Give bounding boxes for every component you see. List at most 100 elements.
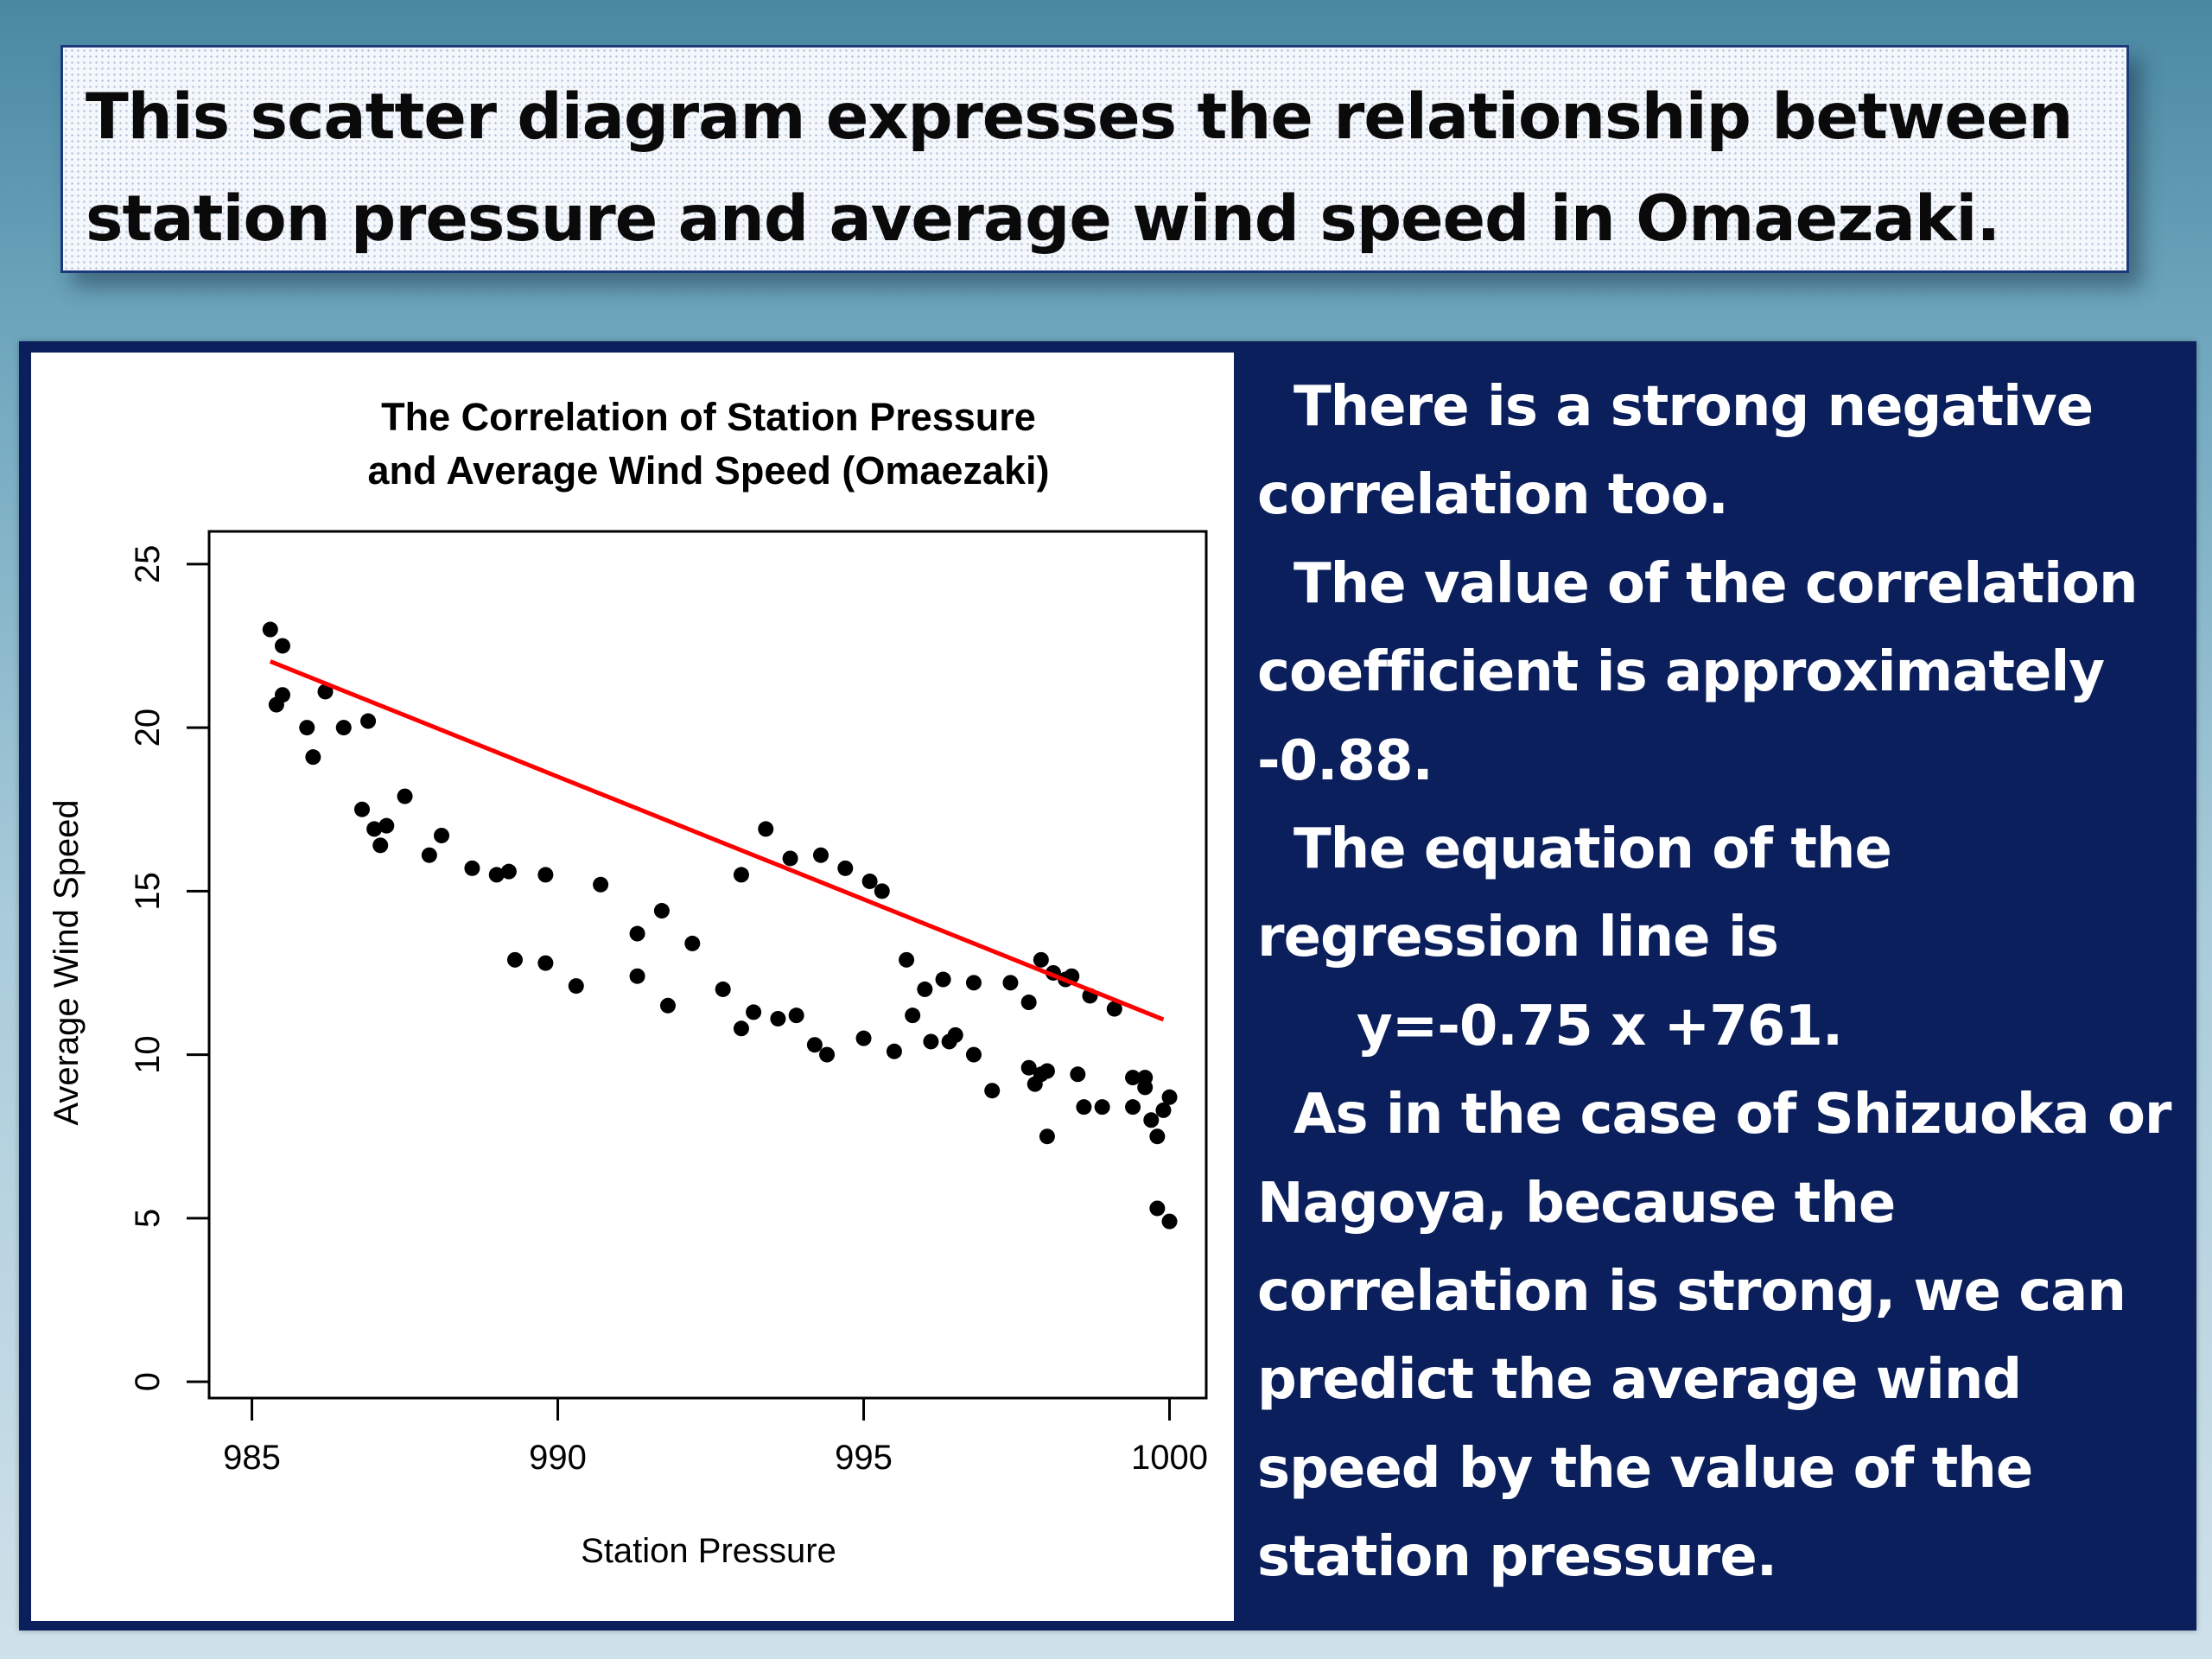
data-point-39 — [812, 847, 829, 863]
data-point-2 — [274, 638, 290, 654]
slide-title-line-1: This scatter diagram expresses the relat… — [86, 80, 2073, 154]
chart-title-line-2: and Average Wind Speed (Omaezaki) — [368, 448, 1050, 493]
x-tick-label-995: 995 — [835, 1439, 893, 1477]
data-point-42 — [855, 1030, 872, 1046]
data-point-62 — [1039, 1128, 1055, 1145]
data-point-70 — [1094, 1099, 1110, 1116]
y-axis: 0 5 10 15 20 25 — [129, 545, 209, 1391]
data-point-11 — [366, 821, 383, 837]
description-paragraph-1: There is a strong negative correlation t… — [1257, 375, 2094, 528]
data-point-79 — [1155, 1102, 1172, 1118]
data-point-71 — [1106, 1001, 1122, 1017]
data-point-26 — [629, 968, 645, 984]
scatter-chart: 0 5 10 15 20 25 985 990 995 1000 The Correlation… — [31, 353, 1234, 1621]
data-point-68 — [1076, 1099, 1092, 1116]
chart-title-line-1: The Correlation of Station Pressure — [381, 395, 1036, 439]
description-paragraph-4: As in the case of Shizuoka or Nagoya, be… — [1257, 1083, 2171, 1590]
data-point-80 — [1161, 1089, 1178, 1105]
y-tick-label-15: 15 — [129, 872, 167, 911]
data-point-81 — [1161, 1213, 1178, 1230]
data-point-49 — [923, 1033, 939, 1050]
data-point-67 — [1070, 1066, 1086, 1083]
regression-line-group — [269, 659, 1165, 1022]
data-point-57 — [1020, 1059, 1037, 1076]
data-point-28 — [659, 997, 676, 1014]
data-point-27 — [653, 903, 670, 919]
data-point-48 — [917, 981, 933, 997]
data-point-58 — [1020, 995, 1037, 1011]
data-point-54 — [965, 975, 982, 991]
y-tick-label-10: 10 — [129, 1035, 167, 1074]
slide-title-line-2: station pressure and average wind speed … — [86, 182, 2000, 256]
data-point-15 — [421, 847, 437, 863]
scatter-chart-svg: 0 5 10 15 20 25 985 990 995 1000 The Correlation… — [48, 395, 1208, 1570]
data-point-78 — [1149, 1200, 1166, 1217]
data-point-12 — [372, 837, 389, 854]
x-axis-label: Station Pressure — [581, 1532, 836, 1570]
data-point-72 — [1125, 1070, 1141, 1086]
data-point-16 — [434, 827, 450, 843]
data-point-20 — [506, 951, 523, 968]
data-point-56 — [1002, 975, 1019, 991]
description-text: There is a strong negative correlation t… — [1257, 363, 2186, 1602]
data-point-36 — [782, 850, 798, 867]
data-point-46 — [899, 951, 915, 968]
data-point-19 — [500, 863, 517, 880]
data-point-31 — [733, 1020, 749, 1037]
data-point-5 — [299, 720, 315, 736]
data-point-50 — [935, 971, 951, 988]
plot-border — [207, 530, 1208, 1400]
data-point-29 — [684, 935, 701, 951]
data-point-43 — [861, 873, 878, 889]
data-point-53 — [965, 1046, 982, 1063]
x-axis: 985 990 995 1000 — [223, 1398, 1208, 1477]
data-point-9 — [353, 801, 370, 817]
data-point-41 — [837, 860, 854, 876]
data-point-4 — [274, 687, 290, 703]
data-point-52 — [947, 1027, 963, 1043]
x-tick-label-990: 990 — [529, 1439, 587, 1477]
plot-frame — [207, 530, 1208, 1400]
data-point-17 — [464, 860, 480, 876]
y-tick-label-0: 0 — [129, 1372, 167, 1391]
data-point-10 — [360, 713, 377, 729]
description-paragraph-3: The equation of the regression line is — [1257, 817, 1892, 970]
data-point-45 — [886, 1043, 902, 1059]
data-point-30 — [715, 981, 731, 997]
title-box: This scatter diagram expresses the relat… — [60, 45, 2129, 273]
data-point-21 — [537, 955, 554, 971]
regression-equation: y=-0.75 x +761. — [1357, 994, 1843, 1058]
data-point-47 — [905, 1007, 921, 1024]
data-point-40 — [819, 1046, 836, 1063]
y-axis-label: Average Wind Speed — [48, 799, 86, 1125]
description-paragraph-2: The value of the correlation coefficient… — [1257, 551, 2139, 793]
data-point-63 — [1039, 1063, 1055, 1079]
data-point-77 — [1149, 1128, 1166, 1145]
data-point-35 — [770, 1010, 786, 1027]
data-point-37 — [788, 1007, 804, 1024]
y-tick-label-25: 25 — [129, 545, 167, 584]
data-point-55 — [984, 1083, 1001, 1099]
y-tick-label-20: 20 — [129, 709, 167, 747]
data-point-7 — [317, 683, 334, 700]
data-point-73 — [1125, 1099, 1141, 1116]
data-point-38 — [806, 1037, 823, 1053]
data-point-61 — [1033, 951, 1049, 968]
data-point-14 — [397, 788, 413, 804]
data-point-18 — [488, 867, 505, 883]
data-point-44 — [874, 883, 890, 899]
data-point-25 — [629, 925, 645, 942]
regression-line — [269, 659, 1165, 1022]
x-tick-label-985: 985 — [223, 1439, 281, 1477]
x-tick-label-1000: 1000 — [1131, 1439, 1208, 1477]
y-tick-label-5: 5 — [129, 1209, 167, 1228]
data-point-1 — [262, 621, 278, 638]
data-point-8 — [335, 720, 352, 736]
data-point-75 — [1137, 1079, 1154, 1096]
data-point-32 — [733, 867, 749, 883]
data-point-76 — [1143, 1112, 1160, 1128]
data-point-23 — [568, 978, 584, 995]
data-point-34 — [758, 821, 774, 837]
data-point-33 — [746, 1004, 762, 1020]
data-point-22 — [537, 867, 554, 883]
